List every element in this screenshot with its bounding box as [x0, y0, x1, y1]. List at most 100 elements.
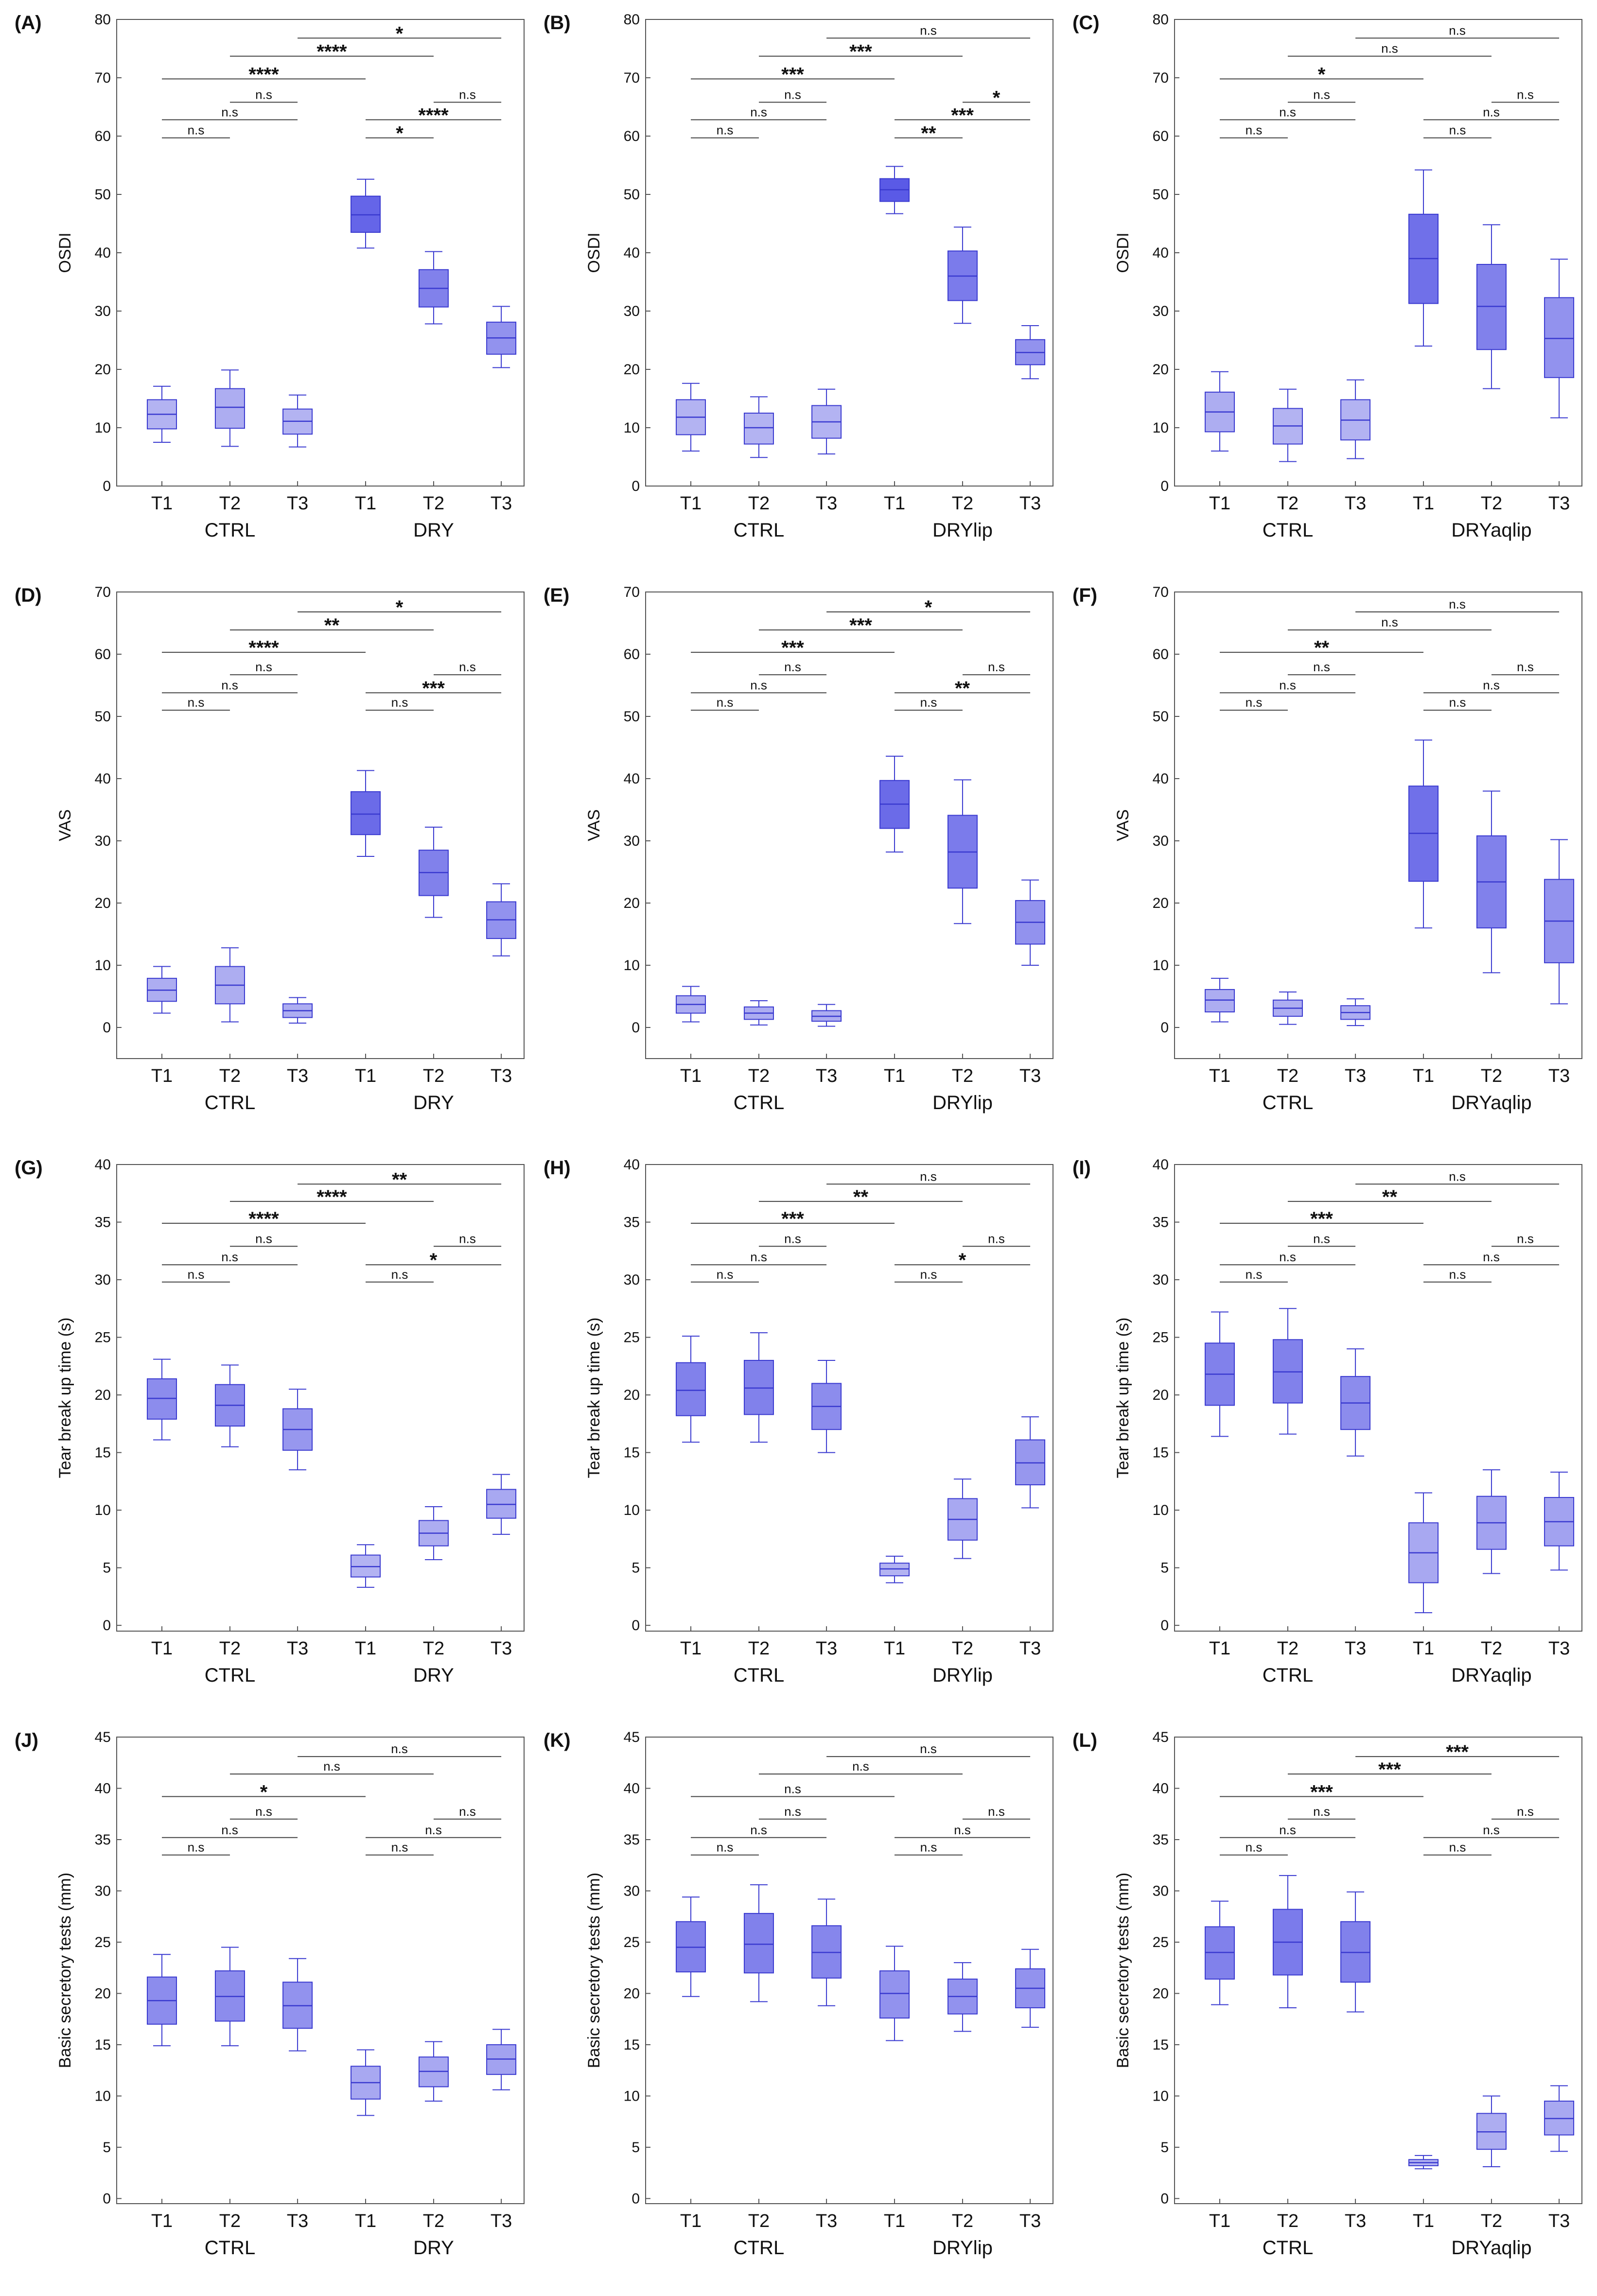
- box-ctrl-t1: [147, 385, 177, 443]
- comparison: n.s: [758, 1759, 963, 1774]
- box-dry-t2: [418, 2041, 449, 2102]
- y-tick-label: 70: [95, 70, 111, 86]
- panel-label: (A): [15, 12, 42, 34]
- y-axis-label: Basic secretory tests (mm): [1114, 1873, 1132, 2068]
- y-tick-label: 25: [95, 1330, 111, 1346]
- box-dryaqlip-t1: [1408, 2155, 1439, 2170]
- x-tick-label: T2: [952, 1638, 973, 1659]
- box-dryaqlip-t3: [1544, 1471, 1575, 1571]
- significance-label: n.s: [221, 104, 238, 119]
- x-tick-label: T1: [1209, 2211, 1230, 2231]
- plot-frame: [116, 591, 525, 1059]
- panel-label: (J): [15, 1730, 38, 1751]
- comparison: n.s: [162, 695, 230, 711]
- y-tick-label: 35: [95, 1215, 111, 1231]
- y-tick-label: 40: [624, 245, 640, 261]
- significance-label: *: [1318, 64, 1326, 85]
- significance-label: n.s: [255, 1804, 272, 1819]
- comparison: n.s: [366, 695, 434, 711]
- significance-label: n.s: [1449, 123, 1466, 138]
- x-tick-label: T3: [1548, 1066, 1570, 1086]
- significance-label: n.s: [1246, 1267, 1263, 1282]
- panel-g: (G) 0 5 10 15 20 25 30 35 40 Tear break up time (s…: [15, 1157, 525, 1686]
- comparison: **: [758, 1186, 963, 1208]
- box-ctrl-t2: [214, 1947, 245, 2047]
- x-tick-label: T1: [1209, 1638, 1230, 1659]
- box-ctrl-t2: [1272, 991, 1303, 1025]
- significance-label: n.s: [988, 660, 1005, 674]
- significance-label: n.s: [784, 660, 801, 674]
- group-label: DRYlip: [932, 520, 993, 541]
- y-tick-label: 15: [624, 1445, 640, 1461]
- y-axis-label: VAS: [585, 809, 603, 841]
- comparison: *: [366, 123, 434, 144]
- comparison: n.s: [298, 1741, 502, 1757]
- y-tick-label: 25: [95, 1934, 111, 1950]
- y-tick-label: 5: [103, 2139, 111, 2156]
- group-label: CTRL: [205, 1092, 255, 1113]
- plot-frame: [1174, 591, 1582, 1059]
- y-tick-label: 30: [1153, 833, 1169, 849]
- box-drylip-t2: [947, 226, 978, 324]
- significance-label: n.s: [188, 695, 205, 710]
- plot-frame: [116, 1164, 525, 1632]
- group-label: CTRL: [205, 2237, 255, 2259]
- comparison: n.s: [895, 1267, 963, 1283]
- x-tick-label: T2: [748, 2211, 770, 2231]
- significance-label: ****: [316, 41, 347, 63]
- comparison: *: [1220, 64, 1424, 85]
- comparison: **: [229, 615, 434, 636]
- panel-label: (I): [1072, 1157, 1091, 1179]
- significance-label: n.s: [1381, 41, 1398, 56]
- comparison: *: [298, 597, 502, 618]
- comparison: ***: [366, 678, 502, 699]
- y-tick-label: 30: [624, 1883, 640, 1899]
- y-axis-label: OSDI: [56, 232, 74, 273]
- x-tick-label: T2: [952, 2211, 973, 2231]
- plot-frame: [645, 591, 1053, 1059]
- significance-label: ****: [248, 64, 279, 85]
- x-tick-label: T2: [423, 1066, 444, 1086]
- x-tick-label: T1: [680, 1066, 702, 1086]
- significance-label: n.s: [1279, 1823, 1296, 1837]
- significance-label: n.s: [717, 695, 734, 710]
- box-ctrl-t1: [676, 1896, 706, 1997]
- y-tick-label: 5: [632, 1560, 640, 1576]
- panel-c: (C) 0 10 20 30 40 50 60 70 80 OSDI T1 T2 T3 T1 T2 T3 CTRL…: [1072, 12, 1582, 541]
- y-tick-label: 70: [624, 70, 640, 86]
- x-tick-label: T1: [151, 1066, 173, 1086]
- significance-label: n.s: [1517, 1231, 1534, 1246]
- box-ctrl-t3: [282, 1958, 313, 2052]
- comparison: n.s: [1423, 678, 1560, 694]
- comparison: n.s: [1287, 615, 1492, 631]
- box-dryaqlip-t1: [1408, 169, 1439, 347]
- panel-label: (E): [544, 585, 569, 606]
- x-tick-label: T1: [355, 2211, 376, 2231]
- y-tick-label: 40: [1153, 1157, 1169, 1173]
- box-ctrl-t1: [676, 383, 706, 452]
- comparison: **: [1287, 1186, 1492, 1208]
- comparison: n.s: [1423, 123, 1492, 139]
- box-ctrl-t2: [743, 396, 774, 458]
- x-tick-label: T2: [219, 1638, 241, 1659]
- significance-label: n.s: [459, 1231, 476, 1246]
- x-tick-label: T3: [491, 1638, 512, 1659]
- box-drylip-t1: [879, 1946, 910, 2041]
- comparison: **: [1220, 637, 1424, 659]
- y-axis-label: VAS: [56, 809, 74, 841]
- comparison: n.s: [1491, 660, 1560, 676]
- x-tick-label: T1: [1413, 1066, 1434, 1086]
- significance-label: ***: [1378, 1759, 1401, 1780]
- box-ctrl-t1: [1205, 1311, 1235, 1437]
- box-dry-t1: [351, 770, 381, 857]
- comparison: ***: [895, 104, 1031, 126]
- y-axis-label: Tear break up time (s): [56, 1318, 74, 1478]
- comparison: n.s: [1287, 87, 1356, 103]
- significance-label: n.s: [221, 678, 238, 692]
- y-tick-label: 60: [95, 646, 111, 662]
- comparison: n.s: [1220, 123, 1288, 139]
- panel-d: (D) 0 10 20 30 40 50 60 70 VAS T1 T2 T3 T1 T2 T3 CTRL DRY…: [15, 584, 525, 1113]
- box-ctrl-t1: [147, 966, 177, 1014]
- x-tick-label: T3: [816, 1638, 837, 1659]
- significance-label: **: [1314, 637, 1330, 659]
